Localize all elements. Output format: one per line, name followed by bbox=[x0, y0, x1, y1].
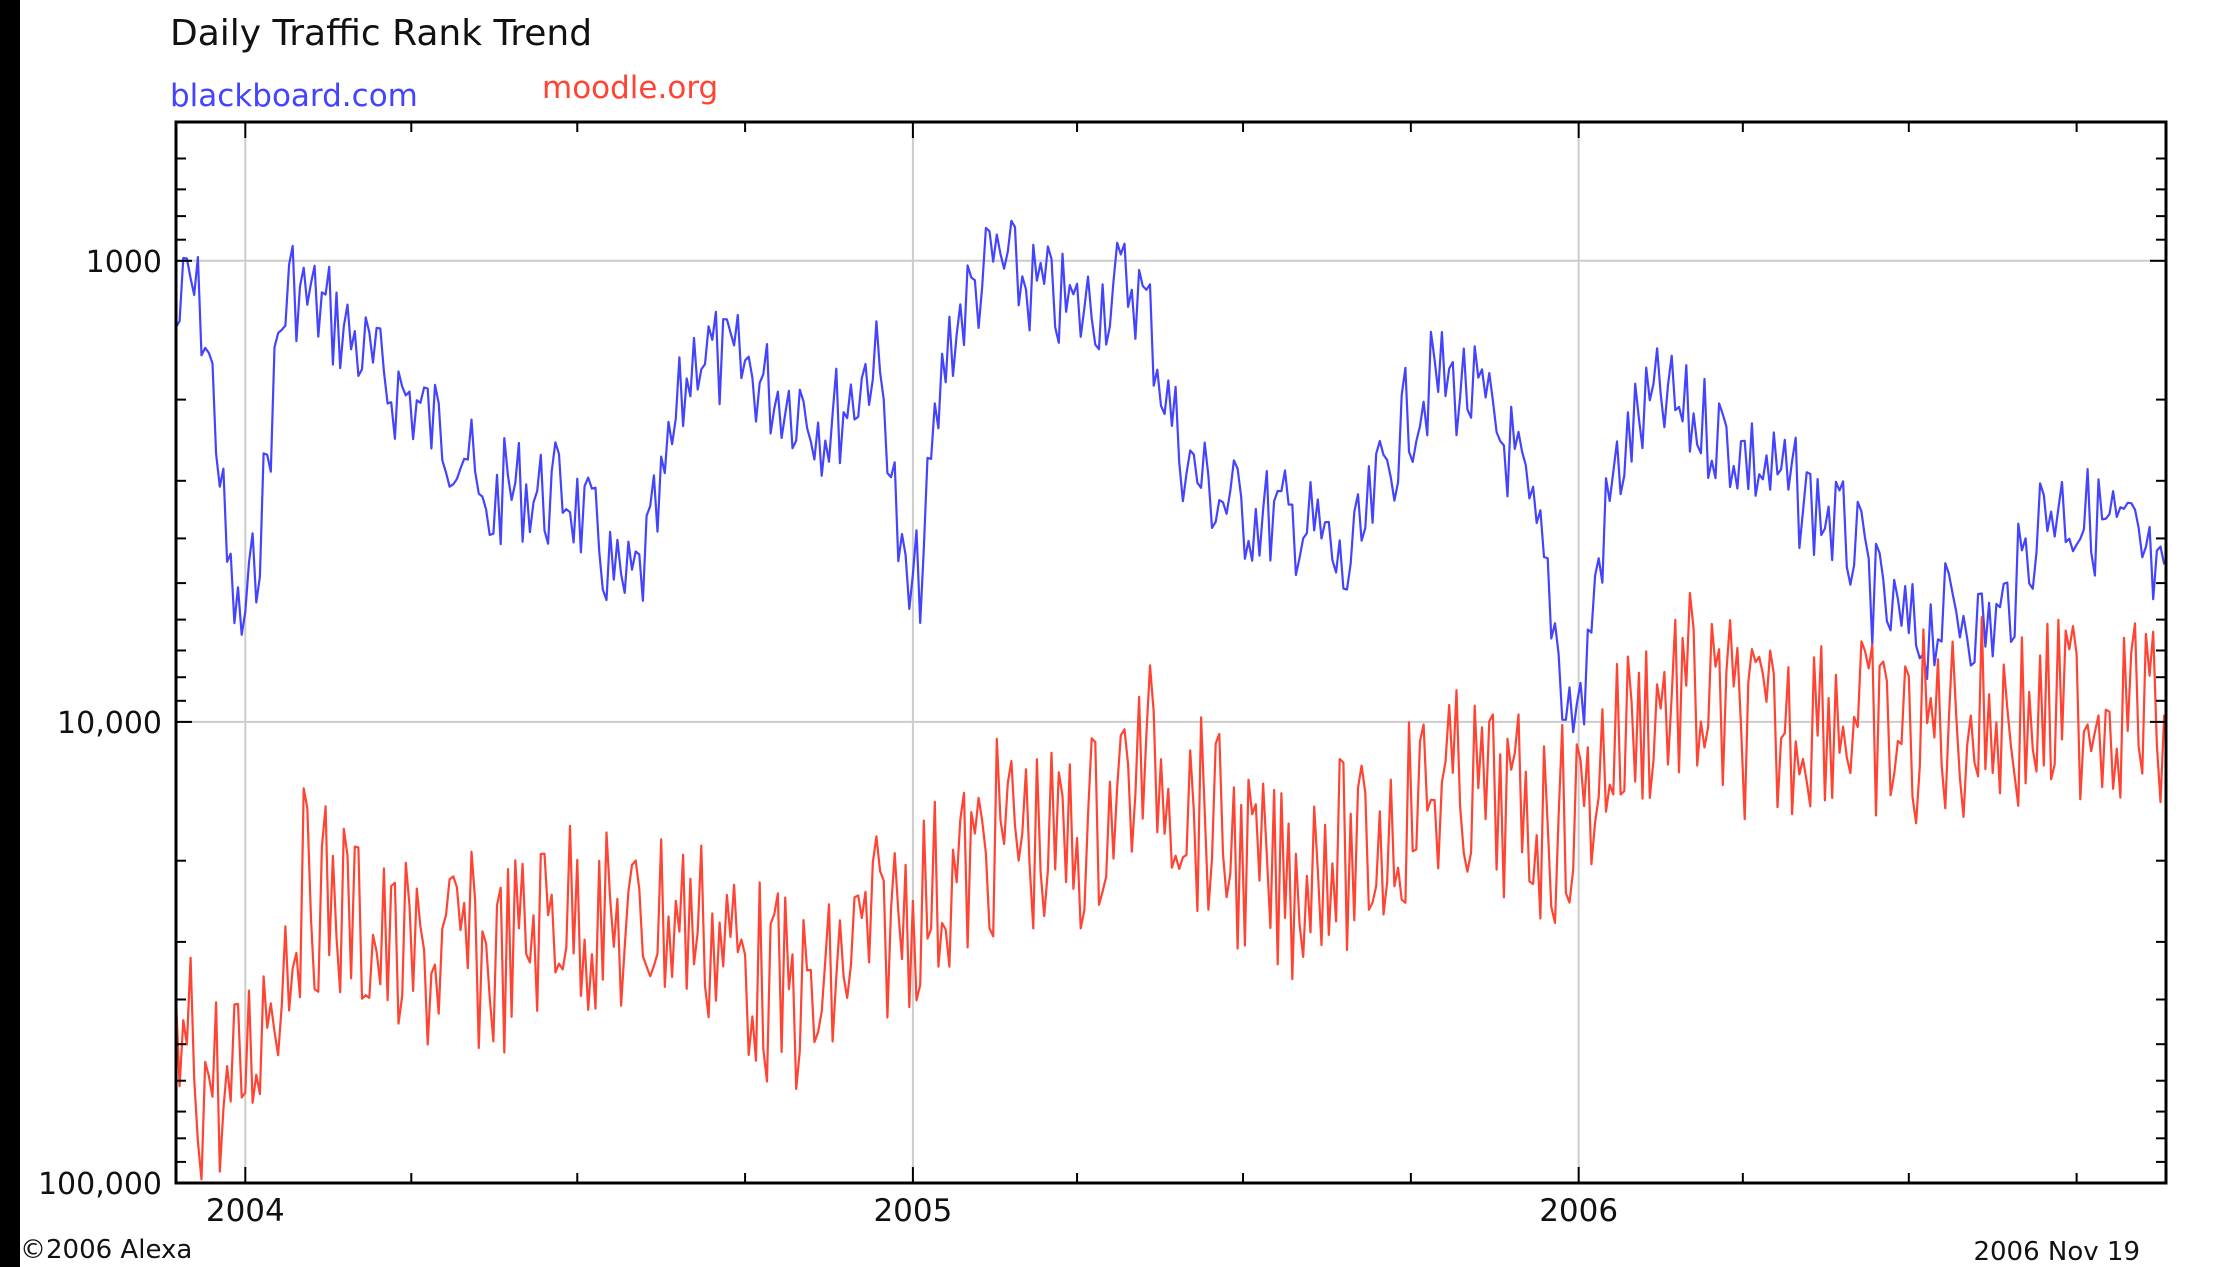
y-tick-label: 10,000 bbox=[57, 706, 162, 741]
y-tick-label: 100,000 bbox=[38, 1167, 162, 1202]
chart-background bbox=[20, 0, 2214, 1267]
x-tick-label: 2005 bbox=[873, 1193, 952, 1229]
series-line-moodle bbox=[174, 591, 2166, 1181]
legend-item-blackboard: blackboard.com bbox=[170, 78, 418, 114]
axis-layer: 1000 10,000 100,000 2004 2005 2006 bbox=[38, 120, 2168, 1229]
x-tick-label: 2004 bbox=[206, 1193, 285, 1229]
plot-frame bbox=[174, 120, 2168, 1185]
y-tick-label: 1000 bbox=[86, 245, 162, 280]
end-date-label: 2006 Nov 19 bbox=[1973, 1237, 2140, 1267]
line-layer bbox=[174, 219, 2166, 1181]
x-tick-label: 2006 bbox=[1539, 1193, 1618, 1229]
chart-title: Daily Traffic Rank Trend bbox=[170, 13, 592, 54]
series-line-blackboard bbox=[175, 219, 2166, 734]
legend-item-moodle: moodle.org bbox=[542, 70, 718, 106]
copyright-label: ©2006 Alexa bbox=[20, 1235, 192, 1265]
